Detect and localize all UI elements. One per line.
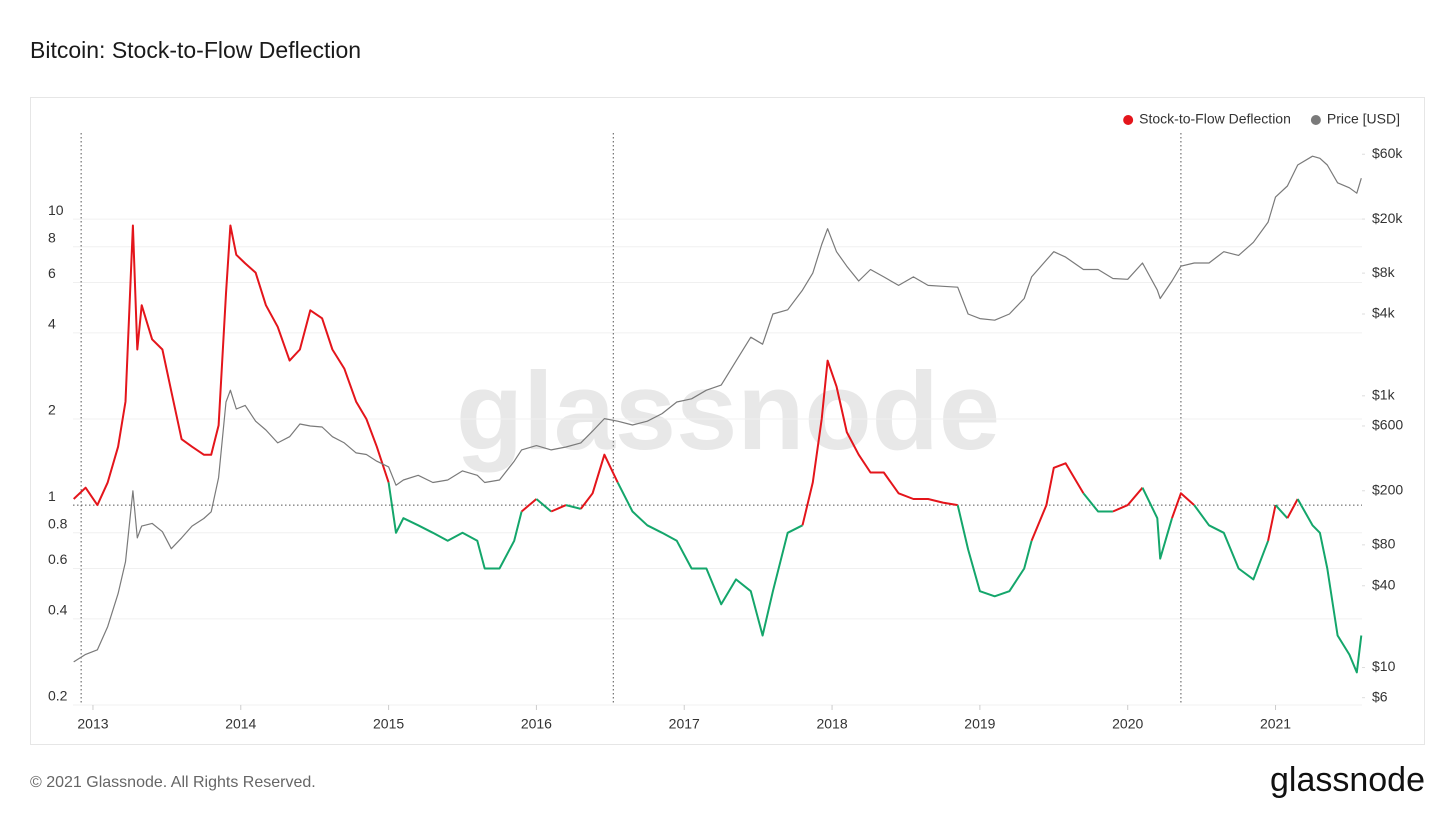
series-line	[1193, 504, 1270, 581]
series-line	[1112, 487, 1144, 513]
x-tick-label: 2017	[669, 716, 700, 732]
y2-tick-label: $20k	[1372, 210, 1403, 226]
x-tick-label: 2020	[1112, 716, 1143, 732]
series-line	[550, 504, 567, 513]
y2-tick-label: $8k	[1372, 264, 1396, 280]
legend-swatch	[1123, 115, 1134, 125]
y-tick-label: 0.4	[48, 602, 68, 618]
y-tick-label: 1	[48, 488, 56, 504]
x-tick-label: 2018	[816, 716, 847, 732]
y-tick-label: 8	[48, 230, 56, 246]
series-line	[956, 504, 1033, 598]
watermark: glassnode	[456, 350, 1000, 473]
legend-label: Stock-to-Flow Deflection	[1139, 111, 1291, 127]
y2-tick-label: $60k	[1372, 145, 1403, 161]
series-line	[73, 224, 390, 507]
series-line	[535, 498, 552, 513]
y-tick-label: 0.2	[48, 688, 68, 704]
chart-title: Bitcoin: Stock-to-Flow Deflection	[30, 37, 361, 63]
y-tick-label: 6	[48, 265, 56, 281]
series-line	[616, 481, 803, 637]
x-tick-label: 2016	[521, 716, 552, 732]
y2-tick-label: $200	[1372, 481, 1403, 497]
y2-tick-label: $1k	[1372, 387, 1396, 403]
series-line	[1274, 504, 1289, 519]
x-tick-label: 2021	[1260, 716, 1291, 732]
y-tick-label: 4	[48, 316, 56, 332]
y2-tick-label: $4k	[1372, 305, 1396, 321]
y-tick-label: 10	[48, 202, 64, 218]
y2-tick-label: $600	[1372, 417, 1403, 433]
y-tick-label: 2	[48, 402, 56, 418]
series-line	[1267, 504, 1277, 542]
y2-tick-label: $10	[1372, 658, 1396, 674]
series-line	[1286, 498, 1299, 519]
series-line	[1082, 492, 1113, 513]
y-tick-label: 0.8	[48, 516, 68, 532]
y2-tick-label: $6	[1372, 688, 1388, 704]
series-line	[1171, 492, 1195, 519]
logo: glassnode	[1270, 761, 1425, 799]
x-tick-label: 2013	[77, 716, 108, 732]
legend-label: Price [USD]	[1327, 111, 1400, 127]
x-tick-label: 2014	[225, 716, 256, 732]
x-tick-label: 2019	[964, 716, 995, 732]
chart-frame	[30, 97, 1425, 745]
series-line	[73, 155, 1362, 663]
series-line	[565, 504, 582, 510]
y2-tick-label: $40	[1372, 576, 1396, 592]
series-line	[1296, 498, 1363, 674]
series-line	[520, 498, 538, 513]
footer: © 2021 Glassnode. All Rights Reserved.	[30, 774, 316, 791]
series-line	[1141, 487, 1173, 560]
y-tick-label: 0.6	[48, 551, 68, 567]
y2-tick-label: $80	[1372, 536, 1396, 552]
legend-swatch	[1310, 115, 1321, 125]
series-line	[387, 482, 523, 570]
x-tick-label: 2015	[373, 716, 404, 732]
series-line	[580, 453, 619, 510]
series-line	[1030, 462, 1085, 542]
series-line	[801, 359, 958, 526]
